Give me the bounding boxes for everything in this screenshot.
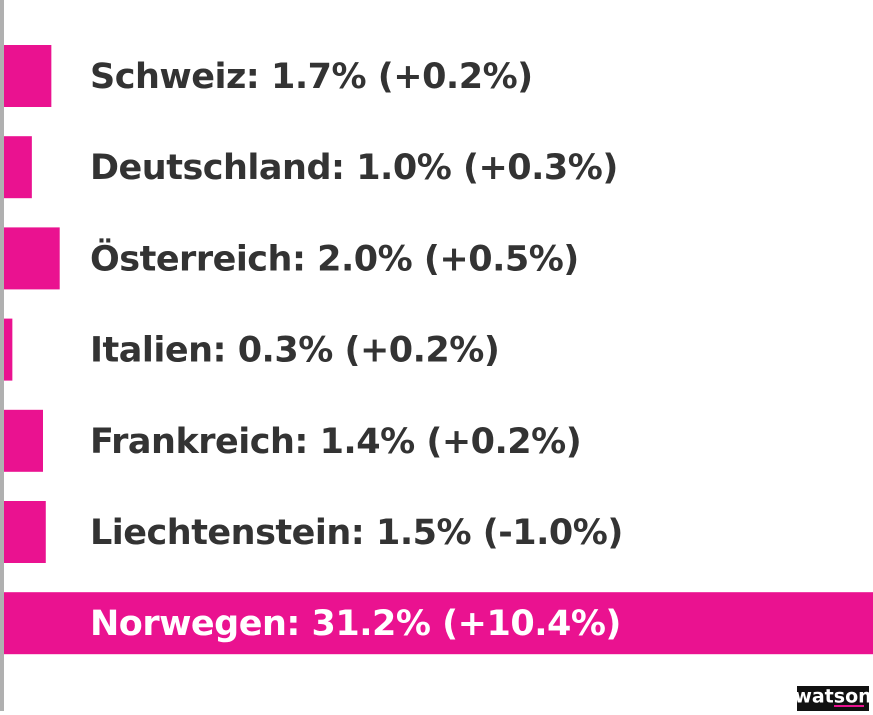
bar	[4, 501, 46, 563]
bar-label: Schweiz: 1.7% (+0.2%)	[90, 57, 533, 97]
logo-underline	[834, 705, 864, 707]
bar-label: Norwegen: 31.2% (+10.4%)	[90, 604, 621, 644]
bar	[4, 136, 32, 199]
bar-label: Österreich: 2.0% (+0.5%)	[90, 237, 579, 279]
bar-label: Deutschland: 1.0% (+0.3%)	[90, 148, 618, 188]
axis-line	[0, 0, 4, 711]
bar-label: Liechtenstein: 1.5% (-1.0%)	[90, 513, 623, 553]
bar	[4, 227, 60, 290]
bar	[4, 592, 873, 655]
bar	[4, 409, 43, 472]
bar	[4, 45, 52, 107]
logo-text: watson	[794, 686, 871, 708]
bar-label: Frankreich: 1.4% (+0.2%)	[90, 422, 581, 462]
logo: watson	[794, 686, 872, 711]
bar-label: Italien: 0.3% (+0.2%)	[90, 331, 499, 371]
bar	[4, 318, 13, 381]
